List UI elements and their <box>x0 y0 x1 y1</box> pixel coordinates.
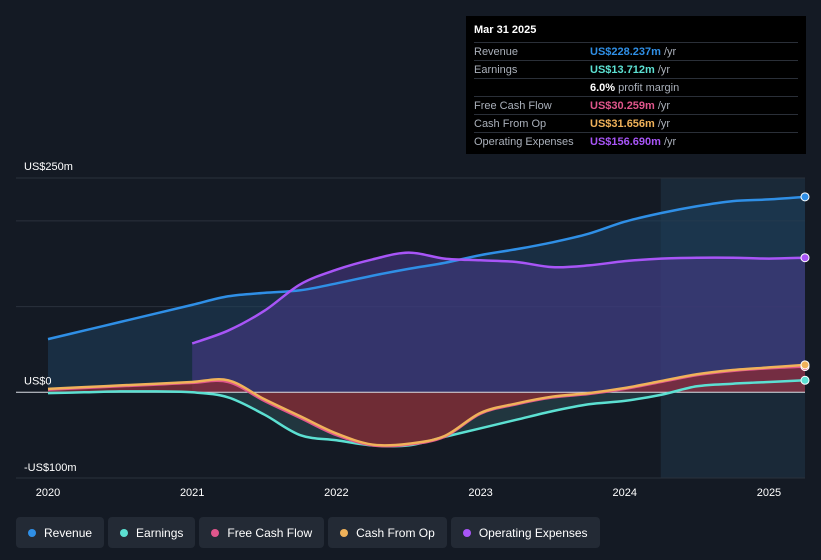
data-tooltip: Mar 31 2025 Revenue US$228.237m/yr Earning… <box>466 16 806 154</box>
legend-item-earnings[interactable]: Earnings <box>108 517 196 548</box>
tooltip-row-value: US$30.259m <box>590 99 655 112</box>
tooltip-row: Operating Expenses US$156.690m/yr <box>474 132 798 150</box>
legend-dot-icon <box>462 528 471 537</box>
series-areas <box>48 196 805 447</box>
tooltip-row-value: US$31.656m <box>590 117 655 130</box>
y-axis-label: US$0 <box>24 375 52 387</box>
tooltip-row-value: 6.0% <box>590 81 616 94</box>
tooltip-row-label: Revenue <box>474 45 519 58</box>
tooltip-row-label: Cash From Op <box>474 117 547 130</box>
y-axis-labels: US$250m US$0 -US$100m <box>24 161 77 474</box>
tooltip-row: Cash From Op US$31.656m/yr <box>474 114 798 132</box>
tooltip-row: Free Cash Flow US$30.259m/yr <box>474 96 798 114</box>
revenue-endpoint <box>800 192 810 202</box>
x-axis-label: 2020 <box>36 487 60 499</box>
tooltip-row-label: Free Cash Flow <box>474 99 552 112</box>
tooltip-row-unit: /yr <box>657 117 671 130</box>
x-axis-label: 2023 <box>468 487 492 499</box>
tooltip-row-unit: /yr <box>657 63 671 76</box>
earnings-endpoint <box>800 375 810 385</box>
series-endpoints <box>800 192 810 385</box>
legend-item-cash-from-op[interactable]: Cash From Op <box>328 517 447 548</box>
x-axis-label: 2021 <box>180 487 204 499</box>
x-axis-label: 2024 <box>613 487 637 499</box>
tooltip-row-label: Operating Expenses <box>474 135 574 148</box>
tooltip-row-value: US$13.712m <box>590 63 655 76</box>
legend-dot-icon <box>211 528 220 537</box>
legend-item-revenue[interactable]: Revenue <box>16 517 105 548</box>
tooltip-row: Earnings US$13.712m/yr <box>474 60 798 78</box>
operating-expenses-endpoint <box>800 253 810 263</box>
x-axis-labels: 2020 2021 2022 2023 2024 2025 <box>36 487 781 499</box>
operating-expenses-area <box>192 252 805 393</box>
legend-label: Cash From Op <box>356 525 435 540</box>
y-axis-label: US$250m <box>24 161 73 173</box>
legend-label: Free Cash Flow <box>227 525 313 540</box>
tooltip-date: Mar 31 2025 <box>474 24 537 36</box>
x-axis-label: 2025 <box>757 487 781 499</box>
legend-dot-icon <box>28 528 36 537</box>
y-axis-label: -US$100m <box>24 462 77 474</box>
cash-from-op-endpoint <box>800 360 810 370</box>
legend-dot-icon <box>340 528 349 537</box>
tooltip-row-label: Earnings <box>474 63 518 76</box>
tooltip-row-unit: /yr <box>657 99 671 112</box>
cash-from-op-line <box>47 363 806 447</box>
revenue-line <box>47 195 806 341</box>
x-axis-label: 2022 <box>324 487 348 499</box>
legend-item-operating-expenses[interactable]: Operating Expenses <box>450 517 600 548</box>
tooltip-row-value: US$228.237m <box>590 45 661 58</box>
legend-label: Operating Expenses <box>478 525 588 540</box>
tooltip-row-unit: profit margin <box>618 81 680 94</box>
legend-item-free-cash-flow[interactable]: Free Cash Flow <box>199 517 325 548</box>
series-lines <box>47 195 806 448</box>
legend: Revenue Earnings Free Cash Flow Cash From O… <box>16 517 600 548</box>
tooltip-row: Revenue US$228.237m/yr <box>474 42 798 60</box>
tooltip-row-unit: /yr <box>663 135 677 148</box>
operating-expenses-line <box>191 251 806 345</box>
legend-label: Revenue <box>44 525 93 540</box>
legend-dot-icon <box>120 528 129 537</box>
tooltip-row-unit: /yr <box>663 45 677 58</box>
tooltip-row: 6.0% profit margin <box>474 78 798 96</box>
legend-label: Earnings <box>136 525 184 540</box>
tooltip-row-value: US$156.690m <box>590 135 661 148</box>
